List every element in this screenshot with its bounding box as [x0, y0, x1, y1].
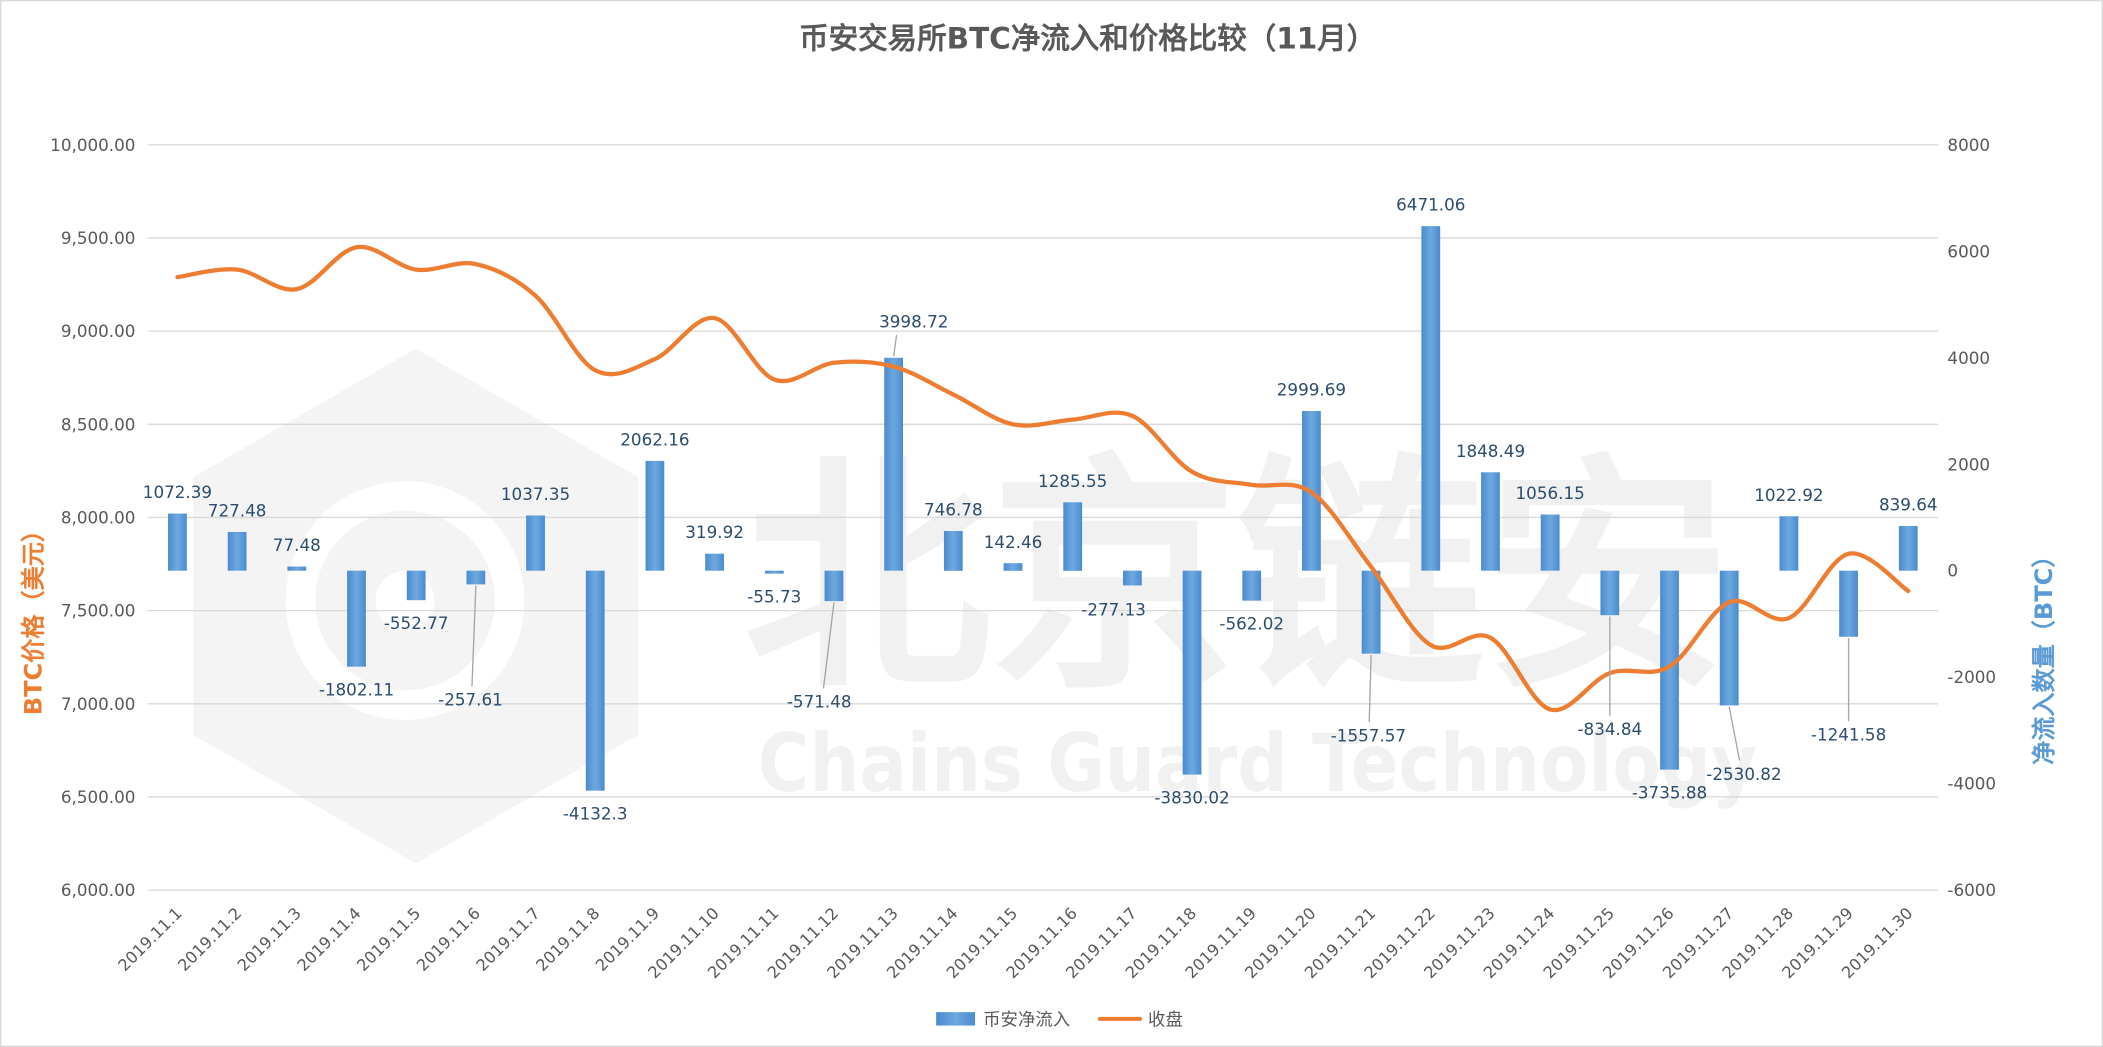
bar	[943, 531, 963, 571]
data-label-leader-line	[892, 334, 898, 357]
bar	[406, 570, 426, 601]
data-label-leader-line	[822, 602, 835, 689]
bar	[585, 570, 605, 791]
bar-data-label: -834.84	[1578, 719, 1643, 739]
bar-data-label: 1848.49	[1456, 441, 1525, 461]
bar	[705, 553, 724, 571]
legend-swatch-bar	[936, 1012, 976, 1026]
bar	[824, 570, 844, 602]
bar-data-label: 746.78	[924, 500, 983, 520]
bar-data-label: 2999.69	[1277, 380, 1346, 400]
bar	[1839, 570, 1858, 637]
bar-data-label: -257.61	[438, 690, 503, 710]
y-axis-left-tick-label: 6,000.00	[61, 880, 136, 900]
bar	[645, 460, 665, 571]
bar-data-label: 3998.72	[879, 312, 948, 332]
y-axis-left-tick-label: 7,500.00	[61, 601, 136, 621]
y-axis-right-tick-label: -2000	[1947, 667, 1996, 687]
data-label-leader-line	[1368, 654, 1372, 723]
bar	[1600, 570, 1620, 616]
watermark-subtext: Chains Guard Technology	[758, 716, 1757, 810]
bar-data-label: 1072.39	[143, 482, 212, 502]
bar-data-label: -4132.3	[563, 804, 628, 824]
bar	[1063, 502, 1083, 571]
bar-data-label: 1037.35	[501, 484, 570, 504]
data-label-leader-line	[1728, 706, 1741, 761]
chart-title: 币安交易所BTC净流入和价格比较（11月）	[799, 21, 1376, 55]
y-axis-left: 10,000.00 9,500.00 9,000.00 8,500.00 8,000.0…	[50, 135, 135, 900]
y-axis-right-tick-label: -6000	[1947, 880, 1996, 900]
y-axis-right-title: 净流入数量（BTC）	[2030, 544, 2058, 765]
y-axis-right-tick-label: -4000	[1947, 774, 1996, 794]
watermark-logo-ring	[285, 481, 525, 720]
bar-data-label: 2062.16	[620, 429, 689, 449]
bar-data-label: -2530.82	[1706, 764, 1781, 784]
bar-data-label: 6471.06	[1396, 195, 1465, 215]
bar-data-label: -1241.58	[1811, 725, 1886, 745]
y-axis-left-tick-label: 6,500.00	[61, 787, 136, 807]
y-axis-left-tick-label: 9,000.00	[61, 321, 136, 341]
bar-data-label: 1056.15	[1516, 483, 1585, 503]
bar	[1003, 563, 1023, 571]
y-axis-right-tick-label: 4000	[1947, 348, 1990, 368]
close-price-line	[175, 244, 1911, 713]
bar-data-label: -55.73	[747, 586, 801, 606]
y-axis-right-tick-label: 2000	[1947, 454, 1990, 474]
bar	[1481, 472, 1500, 571]
bar	[227, 531, 247, 571]
bar	[287, 566, 307, 571]
bar	[1660, 570, 1679, 770]
bar	[1122, 570, 1142, 586]
bar-series-net-inflow	[168, 226, 1918, 791]
bar	[168, 513, 187, 571]
bar-data-label: 142.46	[984, 532, 1043, 552]
y-axis-left-tick-label: 9,500.00	[61, 228, 136, 248]
bar	[466, 570, 486, 585]
y-axis-left-tick-label: 10,000.00	[50, 135, 135, 155]
data-label-leader-line	[471, 585, 477, 687]
gridlines	[147, 144, 1939, 891]
bar	[1779, 516, 1799, 571]
y-axis-right-tick-label: 8000	[1947, 135, 1990, 155]
bar	[347, 570, 366, 667]
y-axis-right: 8000 6000 4000 2000 0 -2000 -4000 -6000	[1947, 135, 1996, 900]
bar	[1182, 570, 1202, 775]
bar	[526, 515, 545, 571]
bar-data-label: 1285.55	[1038, 471, 1107, 491]
y-axis-right-tick-label: 0	[1947, 561, 1958, 581]
bar-data-label: -562.02	[1219, 613, 1284, 633]
bar	[1421, 226, 1441, 571]
bar-data-label: 77.48	[273, 535, 321, 555]
bar-data-label: -3830.02	[1154, 787, 1229, 807]
y-axis-left-title: BTC价格（美元）	[20, 518, 48, 715]
bar	[1719, 570, 1739, 706]
bar	[1540, 514, 1560, 571]
bar-data-label: -571.48	[787, 692, 852, 712]
bar	[764, 570, 784, 574]
bar-data-label: 1022.92	[1754, 485, 1823, 505]
bar-data-label: 319.92	[685, 522, 744, 542]
bar-data-label: -552.77	[384, 613, 449, 633]
bar-data-label: 727.48	[208, 501, 267, 521]
bar-data-label: -3735.88	[1632, 782, 1707, 802]
legend: 币安净流入 收盘	[936, 1011, 1183, 1031]
bar	[1898, 526, 1918, 571]
y-axis-right-tick-label: 6000	[1947, 241, 1990, 261]
line-series-close	[175, 244, 1911, 713]
bar-data-label: 839.64	[1879, 495, 1938, 515]
legend-label-line: 收盘	[1148, 1011, 1183, 1031]
bar-data-label: -277.13	[1081, 600, 1146, 620]
bar-data-label: -1557.57	[1331, 725, 1406, 745]
legend-label-bar: 币安净流入	[983, 1011, 1070, 1031]
bar-data-label: -1802.11	[319, 680, 394, 700]
bar	[884, 357, 904, 571]
y-axis-left-tick-label: 7,000.00	[61, 694, 136, 714]
y-axis-left-tick-label: 8,500.00	[61, 414, 136, 434]
bar	[1361, 570, 1381, 654]
bar	[1242, 570, 1262, 601]
y-axis-left-tick-label: 8,000.00	[61, 508, 136, 528]
